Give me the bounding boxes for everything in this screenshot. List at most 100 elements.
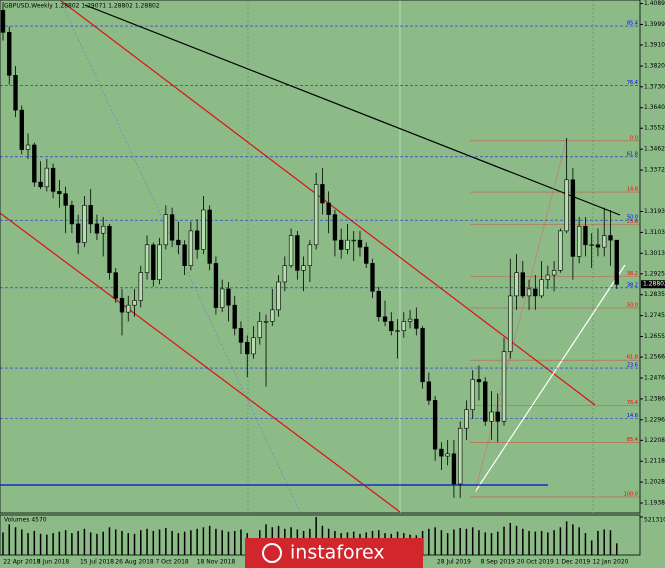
y-tick-label: 1.30135 [644,250,665,257]
candle-body [113,272,118,299]
candle-body [220,288,225,308]
candle-body [357,239,363,248]
candle-body [602,235,607,248]
candle-body [213,263,219,308]
fib-base [474,144,566,493]
candle-body [401,321,406,332]
fib-level-label: 100.0 [624,491,638,497]
candle-body [495,411,500,422]
candle-body [144,244,150,273]
y-tick-label: 1.27450 [644,312,665,319]
candle-body [533,288,538,297]
candle-body [332,214,338,241]
x-tick-label: 18 Nov 2018 [197,559,236,566]
candle-body [232,304,237,329]
candle-body [138,272,143,301]
y-tick-label: 1.34620 [644,146,665,153]
candle-body [526,288,532,297]
y-tick-label: 1.29250 [644,270,665,277]
resistance-line [84,4,621,216]
candles [0,2,619,498]
candle-body [282,265,287,283]
y-tick-label: 1.37305 [644,83,665,90]
candle-body [539,279,544,297]
y-tick-label: 1.31935 [644,208,665,215]
fib-level-label: 61.8 [627,151,638,157]
candle-body [339,239,344,250]
candle-body [25,144,31,150]
y-tick-label: 1.19380 [644,500,665,507]
candle-body [382,316,388,322]
candle-body [608,235,613,241]
candle-body [376,290,381,318]
y-tick-label: 1.33720 [644,167,665,174]
y-tick-label: 1.25665 [644,354,665,361]
x-tick-label: 20 Oct 2019 [517,559,554,566]
y-tick-label: 1.21180 [644,458,665,465]
candle-body [445,453,450,457]
fib-level-label: 50.0 [627,302,638,308]
candle-body [457,427,463,485]
candle-body [251,337,256,355]
candle-body [364,246,369,264]
fib-level-label: 76.4 [627,400,638,406]
fib-level-label: 14.6 [627,187,638,193]
fib-level-label: 85.4 [627,437,638,443]
candle-body [288,235,294,267]
x-tick-label: 1 Dec 2019 [556,559,591,566]
fib-level-label: 23.6 [627,219,638,225]
candle-body [88,205,93,225]
y-tick-label: 1.31035 [644,229,665,236]
y-tick-label: 1.24765 [644,374,665,381]
candle-body [558,230,563,271]
candle-body [182,244,187,267]
candle-body [432,400,438,450]
x-tick-label: 8 Sep 2019 [481,559,515,566]
candle-body [69,205,75,225]
candle-body [320,184,325,204]
candle-body [107,225,112,273]
y-tick-label: 1.22080 [644,437,665,444]
fib-level-label: 0.0 [630,135,638,141]
candle-body [276,281,281,311]
candle-body [7,32,12,76]
candle-body [63,193,68,206]
y-tick-label: 1.23865 [644,395,665,402]
x-tick-label: 22 Apr 2018 [3,559,40,566]
x-tick-label: 3 Jun 2018 [37,559,69,566]
candle-body [589,244,594,246]
x-tick-label: 12 Jan 2020 [592,559,628,566]
fib-levels: 85.4 76.4 61.8 50.0 38.2 23.6 14.6 0.0 14.6 23.6 3… [0,21,640,497]
candle-body [307,244,313,267]
candle-body [169,214,175,241]
candle-body [576,225,582,257]
y-tick-label: 1.40890 [644,0,665,7]
fib-level-label: 23.6 [627,363,638,369]
candle-body [263,321,269,323]
watermark-logo [262,543,282,563]
price-label: 1.28802 [643,281,665,288]
candle-body [270,309,275,322]
candle-body [295,235,300,271]
candle-body [395,330,400,332]
candle-body [94,223,100,234]
candle-body [551,270,557,276]
y-tick-label: 1.39105 [644,42,665,49]
candle-body [583,225,588,246]
candle-body [44,167,50,188]
candle-body [0,9,6,33]
candle-body [207,209,212,264]
fib-level-label: 38.2 [627,271,638,277]
candle-body [326,202,331,215]
price-axis: 1.40890 1.39990 1.39105 1.38205 1.37305 1.364… [640,0,665,507]
y-tick-label: 1.22965 [644,416,665,423]
fib-level-label: 85.4 [627,21,638,27]
candle-body [614,239,619,285]
candle-body [50,167,56,192]
x-tick-label: 28 Jul 2019 [437,559,471,566]
x-tick-label: 26 Aug 2018 [115,559,154,566]
volume-tick-label: 521310 [644,517,665,524]
y-tick-label: 1.28350 [644,291,665,298]
candle-body [313,184,319,246]
